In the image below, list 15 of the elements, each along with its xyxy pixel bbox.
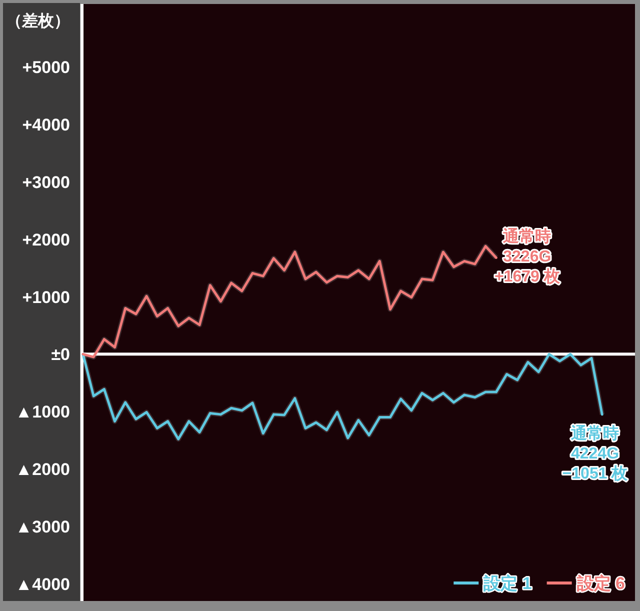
y-tick-label: ▲2000 — [15, 460, 70, 479]
y-tick-label: ▲3000 — [15, 517, 70, 536]
y-axis-title: （差枚） — [6, 12, 70, 30]
y-tick-label: +3000 — [22, 172, 70, 192]
annotation: 通常時 3226G +1679 枚 — [494, 228, 561, 286]
y-tick-label: +1000 — [22, 288, 70, 307]
legend-label: 設定 1 — [482, 574, 532, 593]
y-tick-label: ▲4000 — [15, 574, 70, 594]
legend-label: 設定 6 — [576, 574, 625, 593]
y-tick-label: +2000 — [22, 230, 70, 250]
y-tick-label: ±0 — [51, 345, 70, 364]
y-tick-label: +5000 — [22, 58, 70, 78]
annotation: 通常時 4224G −1051 枚 — [562, 424, 629, 482]
y-tick-label: +4000 — [22, 116, 70, 135]
y-tick-label: ▲1000 — [15, 402, 70, 422]
